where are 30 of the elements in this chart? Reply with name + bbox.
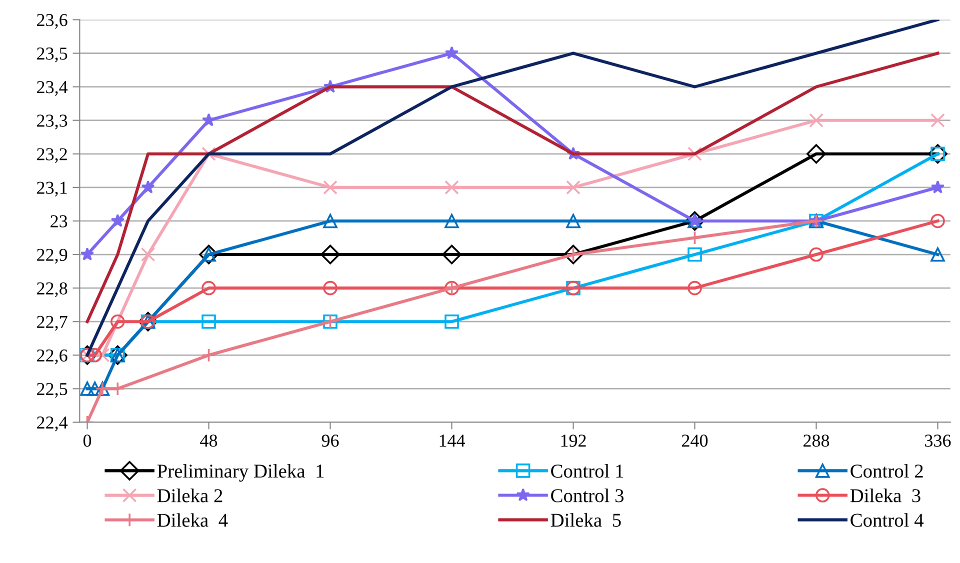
- y-tick-label: 22,5: [37, 383, 68, 398]
- legend-label: Dileka 2: [157, 488, 222, 502]
- legend-label: Control 4: [850, 513, 924, 527]
- legend-label: Control 1: [551, 464, 624, 478]
- x-tick-label: 240: [682, 434, 708, 447]
- legend-label: Dileka 5: [550, 513, 621, 527]
- x-tick-label: 336: [925, 434, 951, 447]
- y-tick-label: 23,5: [37, 48, 68, 62]
- x-tick-label: 0: [83, 434, 92, 447]
- y-tick-label: 23,2: [37, 148, 67, 163]
- y-tick-label: 23,1: [37, 182, 67, 196]
- legend-label: Preliminary Dileka 1: [157, 464, 324, 482]
- legend-label: Control 2: [850, 464, 923, 478]
- legend-label: Dileka 3: [850, 488, 920, 502]
- y-tick-label: 23,3: [37, 114, 68, 130]
- y-tick-label: 22,6: [37, 349, 68, 364]
- y-tick-label: 22,8: [37, 282, 68, 298]
- x-tick-label: 48: [200, 434, 218, 447]
- y-tick-label: 23,6: [37, 14, 68, 29]
- y-tick-label: 22,9: [37, 248, 68, 264]
- x-tick-label: 192: [561, 434, 586, 447]
- y-tick-label: 22,7: [37, 316, 68, 331]
- y-tick-label: 23,4: [37, 81, 68, 96]
- x-tick-label: 96: [322, 434, 339, 447]
- y-tick-label: 23: [50, 215, 68, 228]
- y-tick-label: 22,4: [37, 416, 68, 432]
- legend-label: Dileka 4: [157, 513, 228, 527]
- x-tick-label: 144: [440, 434, 466, 447]
- legend-label: Control 3: [551, 488, 624, 502]
- x-tick-label: 288: [804, 434, 830, 447]
